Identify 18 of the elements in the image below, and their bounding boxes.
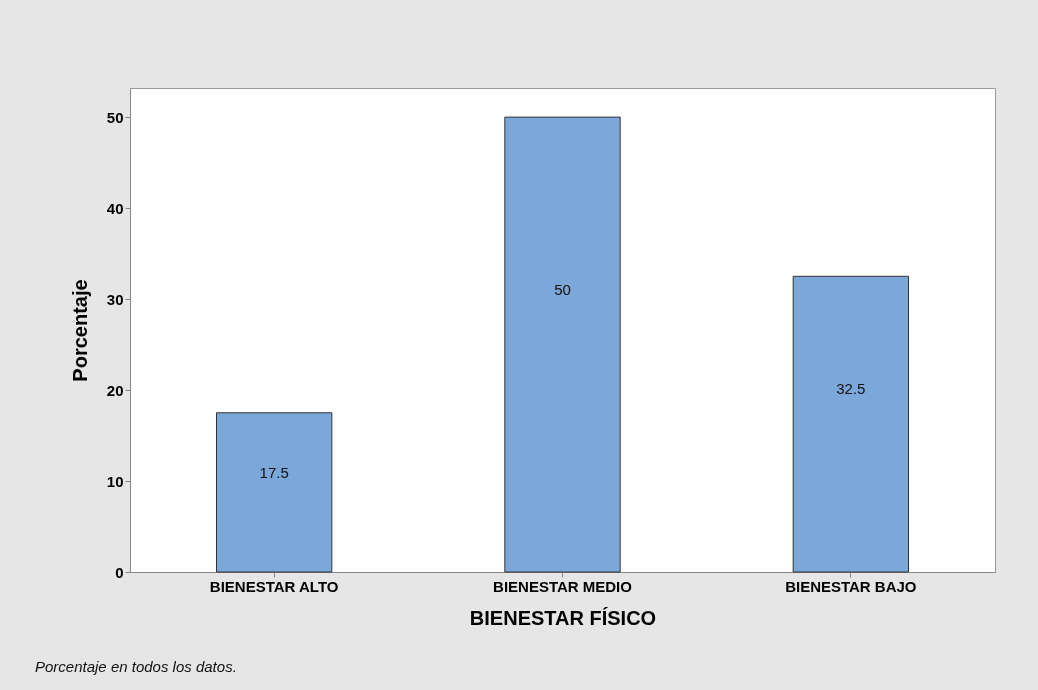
- y-tick-label: 0: [115, 563, 124, 581]
- y-tick-label: 40: [106, 199, 124, 217]
- x-tick-label: BIENESTAR MEDIO: [493, 577, 633, 595]
- y-tick-label: 50: [106, 108, 124, 126]
- y-tick-label: 10: [106, 472, 124, 490]
- x-axis-title: BIENESTAR FÍSICO: [469, 606, 657, 629]
- bar: [792, 275, 909, 573]
- text: Porcentaje en todos los datos.: [35, 658, 237, 675]
- y-axis-title: Porcentaje: [68, 279, 91, 382]
- bar: [216, 412, 333, 573]
- y-tick-label: 30: [106, 290, 124, 308]
- y-tick-label: 20: [106, 381, 124, 399]
- data-label: 17.5: [259, 464, 289, 482]
- x-tick-label: BIENESTAR ALTO: [209, 577, 339, 595]
- bar: [504, 116, 621, 573]
- data-label: 32.5: [836, 379, 866, 397]
- x-tick-label: BIENESTAR BAJO: [785, 577, 917, 595]
- data-label: 50: [554, 280, 571, 298]
